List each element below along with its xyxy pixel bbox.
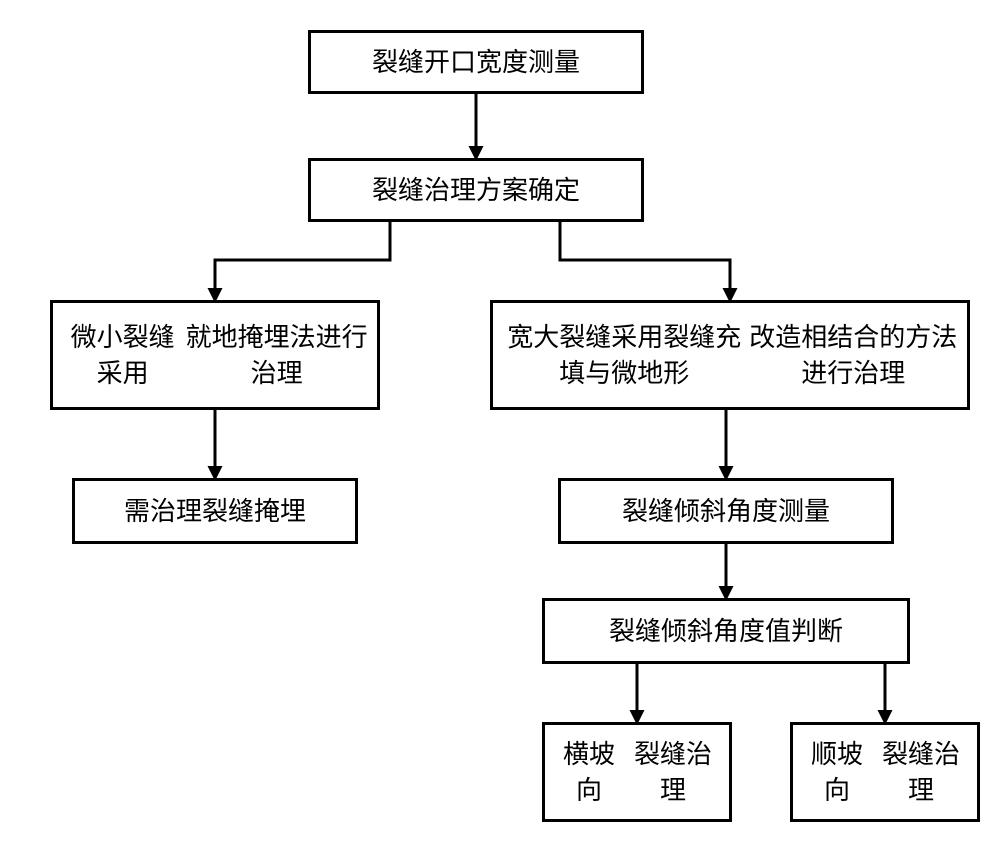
flow-node-n8: 横坡向裂缝治理	[542, 722, 732, 822]
flow-node-n1: 裂缝开口宽度测量	[308, 30, 644, 94]
flow-node-n2: 裂缝治理方案确定	[308, 158, 644, 222]
edge-n2-n4	[560, 222, 730, 300]
edge-n2-n3	[215, 222, 390, 300]
flow-node-n6: 裂缝倾斜角度测量	[558, 478, 894, 544]
flow-node-n9: 顺坡向裂缝治理	[790, 722, 980, 822]
flow-node-n4: 宽大裂缝采用裂缝充填与微地形改造相结合的方法进行治理	[490, 300, 970, 410]
edges-layer	[0, 0, 1000, 844]
flow-node-n3: 微小裂缝采用就地掩埋法进行治理	[50, 300, 380, 410]
flow-node-n7: 裂缝倾斜角度值判断	[542, 598, 910, 664]
flowchart-canvas: 裂缝开口宽度测量裂缝治理方案确定微小裂缝采用就地掩埋法进行治理宽大裂缝采用裂缝充…	[0, 0, 1000, 844]
flow-node-n5: 需治理裂缝掩埋	[72, 478, 358, 544]
